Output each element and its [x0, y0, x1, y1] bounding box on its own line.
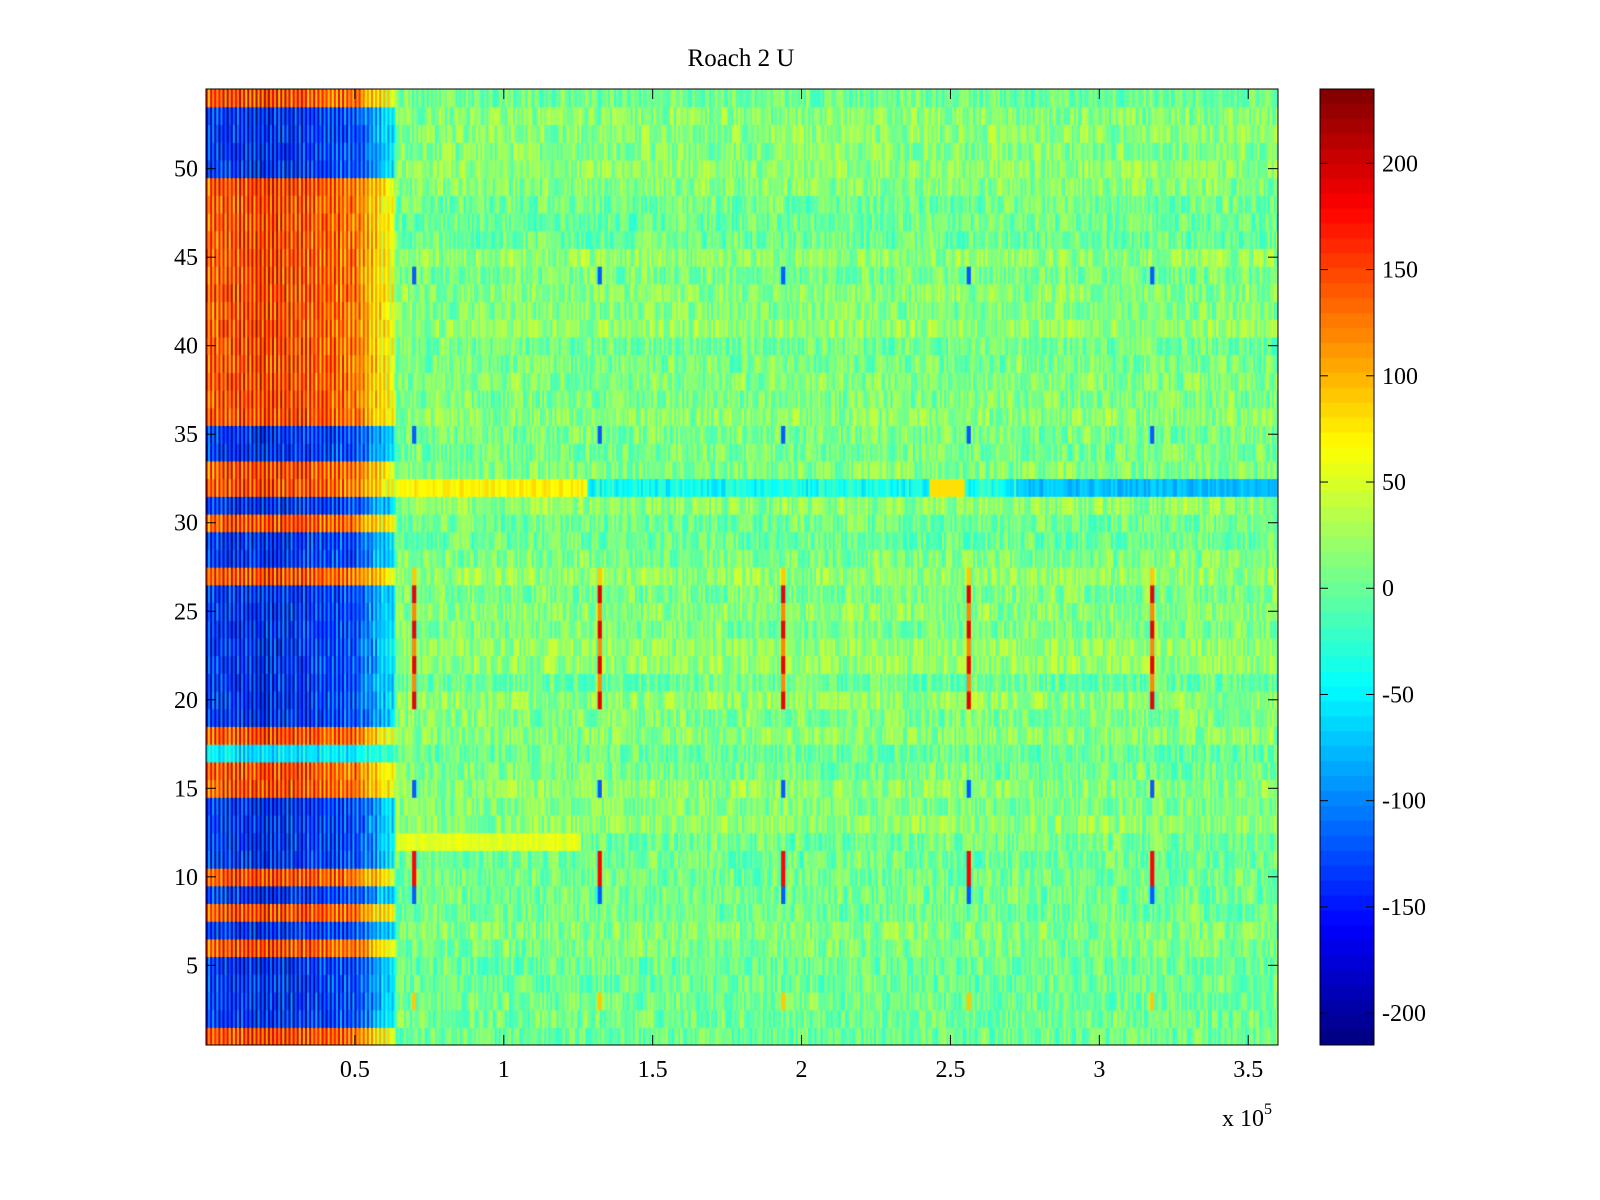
y-tick-label: 40	[174, 334, 198, 360]
heatmap-area	[206, 89, 1278, 1045]
x-tick-label: 1	[498, 1057, 510, 1083]
colorbar-tick-label: 50	[1382, 470, 1406, 496]
y-axis: 5 10 15 20 25 30 35 40 45 50	[174, 157, 1278, 979]
x-axis: 0.5 1 1.5 2 2.5 3 3.5	[340, 89, 1263, 1083]
x-tick-label: 2	[796, 1057, 808, 1083]
x-tick-label: 3.5	[1233, 1057, 1263, 1083]
x-exponent-power: 5	[1264, 1101, 1272, 1118]
colorbar-tick-label: -200	[1382, 1001, 1426, 1027]
y-tick-label: 50	[174, 157, 198, 183]
x-exponent-label: x 105	[1222, 1101, 1272, 1132]
colorbar-tick-label: -100	[1382, 789, 1426, 815]
colorbar-axis: 200 150 100 50 0 -50 -100 -150 -200	[1320, 151, 1426, 1027]
colorbar-tick-label: 100	[1382, 364, 1418, 390]
y-tick-label: 30	[174, 511, 198, 537]
y-tick-label: 5	[186, 953, 198, 979]
y-tick-label: 35	[174, 422, 198, 448]
heatmap-cells	[206, 89, 1278, 1045]
colorbar-tick-label: 200	[1382, 151, 1418, 177]
x-tick-label: 3	[1093, 1057, 1105, 1083]
y-tick-label: 20	[174, 688, 198, 714]
colorbar-tick-label: 0	[1382, 576, 1394, 602]
plot-frame	[205, 88, 1279, 1046]
colorbar-tick-label: -50	[1382, 682, 1414, 708]
x-tick-label: 1.5	[638, 1057, 668, 1083]
colorbar-gradient	[1320, 89, 1374, 1045]
y-tick-label: 45	[174, 245, 198, 271]
y-tick-label: 10	[174, 865, 198, 891]
x-tick-label: 0.5	[340, 1057, 370, 1083]
colorbar-tick-label: -150	[1382, 895, 1426, 921]
x-tick-label: 2.5	[935, 1057, 965, 1083]
y-tick-label: 15	[174, 776, 198, 802]
y-tick-label: 25	[174, 599, 198, 625]
colorbar-tick-label: 150	[1382, 258, 1418, 284]
colorbar	[1320, 89, 1374, 1045]
chart-title: Roach 2 U	[688, 45, 795, 72]
colorbar-frame	[1319, 88, 1375, 1046]
